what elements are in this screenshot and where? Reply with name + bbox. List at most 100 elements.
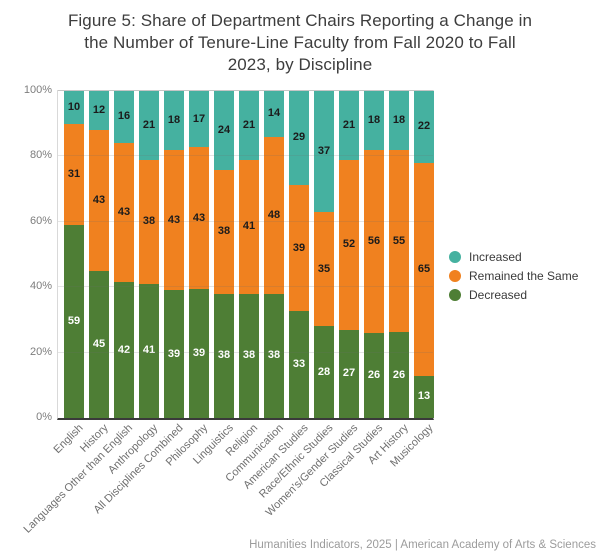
x-tick-label: Classical Studies [317, 422, 386, 490]
bar-segment-increased: 16 [114, 91, 134, 143]
bar-english: 59 31 10 [64, 91, 84, 418]
x-tick-label: Linguistics [190, 422, 236, 467]
x-tick-label: Religion [223, 422, 261, 459]
x-tick-label: Anthropology [106, 422, 161, 477]
bar-value-label: 45 [92, 337, 106, 350]
bar-value-label: 38 [242, 349, 256, 362]
y-tick-label: 80% [29, 149, 52, 162]
bar-segment-remained-the-same: 43 [189, 147, 209, 290]
bar-segment-increased: 22 [414, 91, 434, 163]
bar-american-studies: 33 39 29 [289, 91, 309, 418]
bar-segment-increased: 18 [389, 91, 409, 151]
bar-value-label: 21 [242, 118, 256, 131]
chart-title-line: Figure 5: Share of Department Chairs Rep… [67, 11, 533, 30]
x-tick-label: English [51, 422, 86, 456]
bar-segment-decreased: 28 [314, 326, 334, 418]
bar-value-label: 10 [67, 100, 81, 113]
y-tick-label: 20% [29, 345, 52, 358]
bar-value-label: 39 [292, 241, 306, 254]
bar-art-history: 26 55 18 [389, 91, 409, 418]
bar-value-label: 55 [392, 234, 406, 247]
bar-value-label: 29 [292, 131, 306, 144]
bar-segment-decreased: 38 [214, 293, 234, 418]
bar-value-label: 21 [142, 118, 156, 131]
chart-title-line: the Number of Tenure-Line Faculty from F… [84, 33, 516, 53]
x-tick-label: American Studies [241, 422, 311, 492]
bar-value-label: 38 [217, 349, 231, 362]
bar-linguistics: 38 38 24 [214, 91, 234, 418]
bar-segment-remained-the-same: 35 [314, 212, 334, 327]
legend-item: Increased [449, 247, 578, 266]
bar-value-label: 43 [167, 213, 181, 226]
bar-history: 45 43 12 [89, 91, 109, 418]
bar-segment-remained-the-same: 38 [214, 169, 234, 294]
bar-segment-increased: 21 [239, 91, 259, 160]
legend: Increased Remained the Same Decreased [449, 247, 578, 304]
bar-all-disciplines-combined: 39 43 18 [164, 91, 184, 418]
bar-segment-remained-the-same: 43 [164, 149, 184, 291]
bar-segment-decreased: 33 [289, 311, 309, 418]
bar-value-label: 26 [392, 368, 406, 381]
bar-segment-remained-the-same: 56 [364, 149, 384, 333]
bar-value-label: 43 [192, 211, 206, 224]
bar-value-label: 18 [167, 113, 181, 126]
bar-value-label: 39 [192, 347, 206, 360]
bar-classical-studies: 26 56 18 [364, 91, 384, 418]
bar-value-label: 27 [342, 367, 356, 380]
y-tick-label: 0% [36, 411, 52, 423]
plot-area: 59 31 10 45 43 12 42 43 16 41 38 21 39 43 18 39 43 17 38 38… [57, 90, 434, 420]
bar-segment-remained-the-same: 43 [89, 130, 109, 271]
bar-value-label: 41 [242, 220, 256, 233]
bar-segment-increased: 17 [189, 91, 209, 148]
bar-segment-increased: 21 [139, 91, 159, 160]
bar-segment-decreased: 27 [339, 329, 359, 418]
bar-value-label: 14 [267, 107, 281, 120]
legend-label: Increased [469, 249, 522, 264]
bar-value-label: 37 [317, 145, 331, 158]
bar-value-label: 38 [217, 225, 231, 238]
bar-segment-decreased: 39 [164, 290, 184, 418]
bar-communication: 38 48 14 [264, 91, 284, 418]
bar-value-label: 26 [367, 368, 381, 381]
bar-segment-increased: 18 [364, 91, 384, 150]
bar-segment-increased: 18 [164, 91, 184, 150]
legend-swatch-icon [449, 250, 461, 263]
bar-value-label: 43 [117, 205, 131, 218]
bar-value-label: 13 [417, 390, 431, 403]
bar-value-label: 22 [417, 120, 431, 133]
bar-value-label: 33 [292, 358, 306, 371]
bar-value-label: 21 [342, 118, 356, 131]
bar-segment-decreased: 45 [89, 270, 109, 418]
bar-value-label: 56 [367, 234, 381, 247]
y-axis: 0% 20% 40% 60% 80% 100% [0, 84, 52, 423]
bar-segment-decreased: 39 [189, 289, 209, 418]
x-tick-label: Art History [365, 422, 411, 467]
bar-segment-remained-the-same: 65 [414, 162, 434, 376]
bar-value-label: 42 [117, 343, 131, 356]
bar-value-label: 17 [192, 112, 206, 125]
bar-value-label: 59 [67, 315, 81, 328]
bar-segment-remained-the-same: 52 [339, 159, 359, 330]
bar-segment-decreased: 38 [239, 293, 259, 418]
bar-segment-decreased: 38 [264, 293, 284, 418]
bar-value-label: 38 [267, 349, 281, 362]
bar-segment-decreased: 26 [389, 332, 409, 418]
bar-segment-remained-the-same: 39 [289, 184, 309, 312]
bar-value-label: 52 [342, 238, 356, 251]
bar-women-s-gender-studies: 27 52 21 [339, 91, 359, 418]
x-tick-label: Languages Other than English [21, 422, 136, 536]
bar-value-label: 35 [317, 262, 331, 275]
legend-swatch-icon [449, 288, 461, 301]
bar-value-label: 41 [142, 344, 156, 357]
bar-value-label: 38 [142, 215, 156, 228]
bar-segment-increased: 37 [314, 91, 334, 213]
bar-segment-decreased: 42 [114, 282, 134, 418]
x-tick-label: Women's/Gender Studies [263, 422, 361, 519]
chart-title-line: 2023, by Discipline [227, 55, 373, 75]
bar-segment-decreased: 41 [139, 283, 159, 418]
bar-musicology: 13 65 22 [414, 91, 434, 418]
bar-segment-remained-the-same: 55 [389, 150, 409, 333]
bar-value-label: 18 [392, 114, 406, 127]
bar-value-label: 48 [267, 208, 281, 221]
